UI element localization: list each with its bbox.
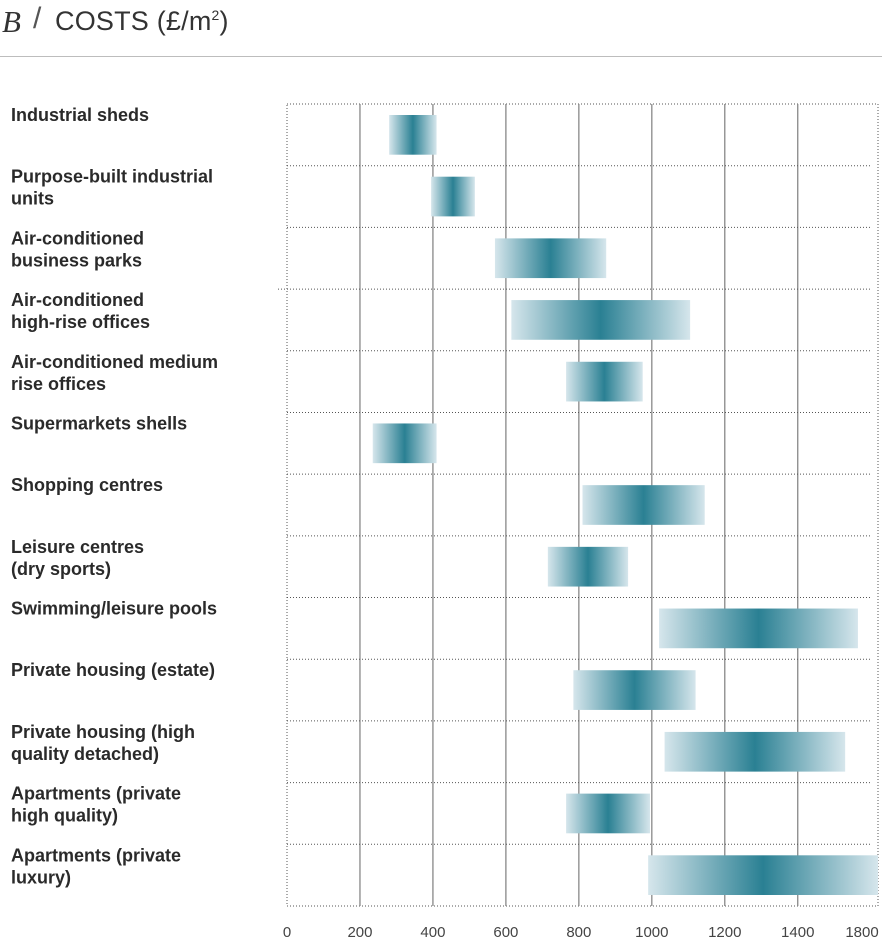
category-label: Swimming/leisure pools: [11, 599, 217, 619]
x-tick-label: 800: [566, 924, 591, 939]
category-label: Industrial sheds: [11, 105, 149, 125]
category-label: Shopping centres: [11, 475, 163, 495]
header-rule: [0, 56, 882, 57]
figure-header: B / COSTS (£/m2): [0, 0, 893, 57]
range-bar: [494, 238, 607, 279]
x-tick-labels: 0 200 400 600 800 1000 1200 1400 1800: [283, 924, 879, 939]
x-tick-label: 400: [420, 924, 445, 939]
range-bar: [582, 485, 705, 525]
range-bar: [648, 855, 878, 895]
range-bar: [659, 608, 858, 649]
category-label: Supermarkets shells: [11, 413, 187, 433]
figure-letter: B: [2, 4, 21, 39]
x-tick-label: 0: [283, 924, 291, 939]
category-label: Private housing (estate): [11, 660, 215, 680]
chart-title-superscript: 2: [211, 7, 220, 23]
x-tick-label: 1000: [635, 924, 668, 939]
range-bar: [389, 115, 437, 155]
range-bar: [664, 731, 846, 772]
category-labels: Industrial sheds Purpose-built industrial…: [11, 105, 218, 887]
category-label: Apartments (private high quality): [11, 784, 181, 826]
x-tick-label: 1800: [845, 924, 878, 939]
category-label: Leisure centres (dry sports): [11, 537, 144, 579]
chart-title-end: ): [219, 6, 229, 36]
range-bar: [547, 546, 629, 587]
bars: [372, 115, 878, 895]
chart-title-text: COSTS (£/m: [55, 6, 212, 36]
range-bar: [573, 670, 696, 710]
range-bar: [372, 423, 437, 464]
x-tick-label: 1400: [781, 924, 814, 939]
category-label: Air-conditioned business parks: [11, 228, 144, 270]
range-bar: [511, 300, 691, 340]
category-label: Air-conditioned high-rise offices: [11, 290, 150, 332]
category-label: Air-conditioned medium rise offices: [11, 352, 218, 394]
chart-title: COSTS (£/m2): [55, 6, 229, 37]
category-label: Private housing (high quality detached): [11, 722, 195, 764]
header-slash: /: [33, 2, 42, 35]
range-bar: [431, 176, 475, 217]
category-label: Purpose-built industrial units: [11, 167, 213, 209]
x-tick-label: 1200: [708, 924, 741, 939]
range-bar: [566, 793, 650, 834]
x-tick-label: 200: [347, 924, 372, 939]
range-bar: [566, 361, 643, 402]
gridlines: [278, 103, 879, 907]
x-tick-label: 600: [493, 924, 518, 939]
plot-frame: [286, 103, 879, 907]
category-label: Apartments (private luxury): [11, 845, 181, 887]
